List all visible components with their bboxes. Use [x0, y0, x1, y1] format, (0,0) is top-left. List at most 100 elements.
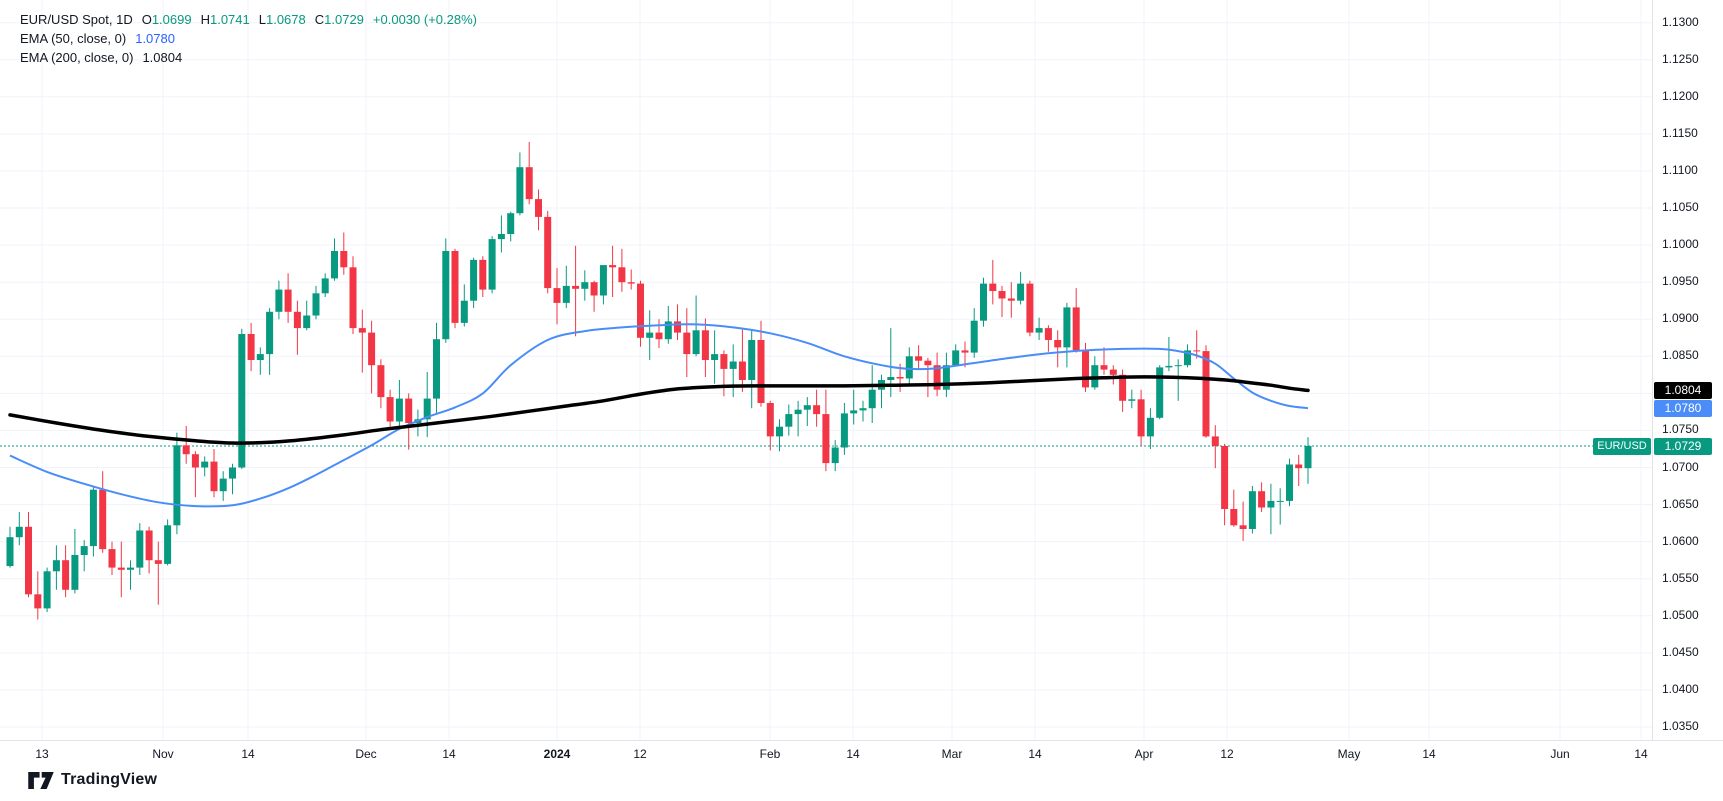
candle	[785, 404, 793, 436]
candle	[201, 456, 209, 477]
candle	[321, 273, 329, 297]
candle	[572, 245, 580, 337]
candle	[1258, 482, 1266, 512]
candle	[127, 560, 134, 590]
price-tick-label: 1.0850	[1662, 348, 1699, 363]
time-tick-label: 12	[633, 747, 647, 761]
candle	[331, 238, 338, 281]
price-tick-label: 1.0400	[1662, 681, 1699, 696]
candle	[655, 319, 663, 349]
legend-ema50-row[interactable]: EMA (50, close, 0) 1.0780	[20, 29, 477, 48]
candle	[1239, 501, 1247, 541]
candle	[905, 347, 913, 386]
legend-symbol-row[interactable]: EUR/USD Spot, 1D O1.0699 H1.0741 L1.0678 C1.…	[20, 10, 477, 29]
legend-ema200-row[interactable]: EMA (200, close, 0) 1.0804	[20, 48, 477, 67]
price-tick-label: 1.1200	[1662, 88, 1699, 103]
last-price-badge: 1.0729	[1654, 438, 1712, 455]
candle	[1128, 389, 1136, 409]
time-tick-label: Mar	[941, 747, 963, 761]
candle	[1276, 488, 1284, 525]
price-tick-label: 1.0650	[1662, 496, 1699, 511]
candle	[479, 256, 487, 297]
candle	[683, 308, 691, 377]
candle	[516, 152, 524, 216]
candle	[1221, 443, 1229, 526]
price-tick-label: 1.0900	[1662, 311, 1699, 326]
candle	[349, 256, 357, 334]
candle	[618, 248, 626, 292]
price-tick-label: 1.1050	[1662, 200, 1699, 214]
time-tick-label: 13	[35, 747, 49, 761]
candles-layer	[6, 142, 1312, 620]
candle	[1295, 454, 1303, 486]
ema200-price-badge: 1.0804	[1654, 382, 1712, 399]
candle	[729, 344, 737, 398]
candle	[1044, 325, 1052, 352]
candle	[62, 545, 70, 598]
candle	[980, 277, 987, 327]
price-axis-separator	[1652, 0, 1653, 740]
candlestick-chart-canvas[interactable]	[0, 0, 1652, 740]
candle	[831, 440, 839, 472]
candle	[238, 328, 246, 469]
grid-layer	[0, 0, 1652, 740]
candle	[868, 365, 876, 423]
close-value: 1.0729	[324, 12, 364, 27]
time-tick-label: Apr	[1134, 747, 1154, 761]
candle	[535, 189, 542, 231]
candle	[470, 257, 478, 309]
candle	[609, 245, 617, 297]
candle	[71, 529, 79, 594]
price-tick-label: 1.1300	[1662, 14, 1699, 29]
symbol-title: EUR/USD Spot, 1D	[20, 12, 133, 27]
price-tick-label: 1.0950	[1662, 274, 1699, 289]
candle	[1184, 344, 1191, 368]
ema50-value: 1.0780	[135, 31, 175, 46]
candle	[599, 265, 607, 305]
time-axis[interactable]: 13 Nov 14 Dec 14 2024 12 Feb 14 Mar 14 Apr 12 May 14 Ju…	[0, 741, 1723, 769]
candle	[840, 403, 848, 455]
candle	[247, 322, 255, 372]
candle	[136, 523, 144, 575]
low-value: 1.0678	[265, 12, 306, 27]
candle	[859, 400, 867, 422]
candle	[748, 330, 756, 409]
tradingview-logo-icon	[28, 771, 54, 789]
time-axis-separator	[0, 740, 1723, 741]
time-tick-label: 14	[442, 747, 456, 761]
candle	[581, 270, 589, 301]
ema200-value: 1.0804	[142, 50, 183, 65]
candle	[1230, 489, 1238, 527]
candle	[998, 285, 1006, 317]
ema50-price-badge: 1.0780	[1654, 400, 1712, 417]
candle	[1100, 347, 1108, 375]
change-value: +0.0030 (+0.28%)	[372, 12, 477, 27]
candle	[989, 259, 997, 305]
candle	[933, 352, 941, 397]
candle	[627, 269, 635, 290]
candle	[757, 320, 765, 407]
tradingview-logo[interactable]: TradingView	[28, 771, 157, 789]
candle	[1202, 345, 1210, 438]
price-tick-label: 1.1150	[1662, 125, 1698, 140]
candle	[117, 541, 125, 598]
close-label: C	[314, 12, 325, 27]
time-tick-label: 14	[241, 747, 255, 761]
chart-legend: EUR/USD Spot, 1D O1.0699 H1.0741 L1.0678 C1.…	[20, 10, 477, 67]
time-tick-label: 14	[1634, 747, 1648, 761]
open-value: 1.0699	[151, 12, 192, 27]
candle	[145, 526, 153, 574]
candle	[386, 389, 394, 427]
candle	[219, 471, 227, 501]
price-axis[interactable]: 1.1300 1.1250 1.1200 1.1150 1.1100 1.1050 1.10…	[1652, 0, 1723, 740]
candle	[766, 400, 774, 451]
candle	[1091, 356, 1099, 390]
candle	[637, 280, 644, 347]
ema50-line	[9, 323, 1309, 508]
candle	[970, 308, 978, 358]
price-tick-label: 1.0700	[1662, 459, 1699, 474]
time-tick-label: Feb	[759, 747, 781, 761]
candle	[108, 541, 116, 575]
time-tick-label: Dec	[355, 747, 377, 761]
candle	[507, 211, 515, 242]
